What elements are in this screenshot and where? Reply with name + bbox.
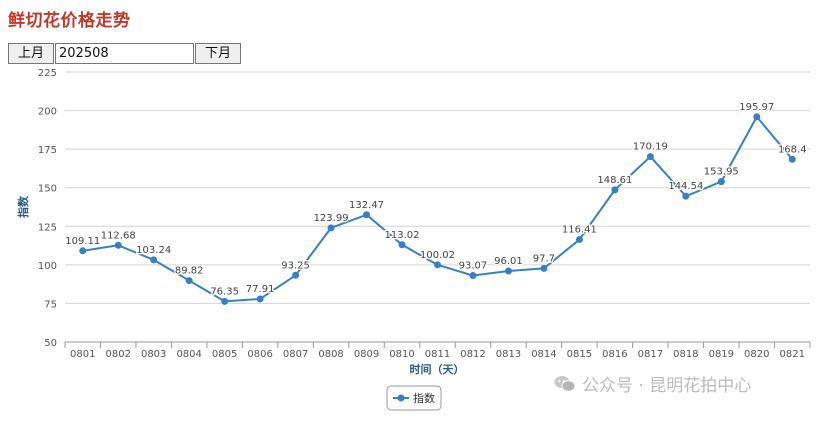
data-label: 116.41 bbox=[562, 225, 597, 236]
data-point[interactable] bbox=[717, 178, 725, 186]
data-point[interactable] bbox=[753, 113, 761, 121]
data-label: 113.02 bbox=[385, 230, 420, 241]
data-label: 100.02 bbox=[420, 250, 455, 261]
legend-marker bbox=[397, 394, 405, 402]
data-point[interactable] bbox=[292, 271, 300, 279]
data-label: 112.68 bbox=[101, 230, 136, 241]
legend-label: 指数 bbox=[413, 391, 435, 405]
grid-lines bbox=[65, 71, 810, 343]
y-tick-label: 200 bbox=[38, 107, 57, 118]
data-label: 168.4 bbox=[778, 144, 807, 155]
data-label: 148.61 bbox=[597, 175, 632, 186]
x-tick-label: 0819 bbox=[709, 349, 734, 360]
month-controls: 上月 下月 bbox=[8, 43, 242, 65]
series-group bbox=[79, 113, 796, 305]
x-tick-label: 0814 bbox=[531, 349, 556, 360]
y-tick-label: 125 bbox=[38, 222, 57, 233]
data-point[interactable] bbox=[575, 236, 583, 244]
x-tick-label: 0813 bbox=[496, 349, 521, 360]
data-label: 103.24 bbox=[136, 245, 171, 256]
data-label: 93.25 bbox=[281, 260, 310, 271]
x-tick-label: 0815 bbox=[567, 349, 592, 360]
data-point[interactable] bbox=[646, 153, 654, 161]
y-tick-label: 100 bbox=[38, 261, 57, 272]
y-tick-label: 150 bbox=[38, 184, 57, 195]
data-point[interactable] bbox=[185, 277, 193, 285]
data-label: 170.19 bbox=[633, 142, 668, 153]
x-tick-label: 0820 bbox=[744, 349, 769, 360]
next-month-button[interactable]: 下月 bbox=[195, 43, 242, 64]
data-label: 93.07 bbox=[459, 261, 488, 272]
y-tick-labels: 50 75 100 125 150 175 200 225 bbox=[38, 68, 57, 349]
x-tick-label: 0816 bbox=[602, 349, 627, 360]
data-point[interactable] bbox=[150, 256, 158, 264]
data-point[interactable] bbox=[363, 211, 371, 219]
data-point[interactable] bbox=[788, 155, 796, 163]
x-tick-label: 0817 bbox=[638, 349, 663, 360]
data-point[interactable] bbox=[221, 297, 229, 305]
x-tick-label: 0810 bbox=[389, 349, 414, 360]
legend[interactable]: 指数 bbox=[386, 385, 442, 411]
prev-month-button[interactable]: 上月 bbox=[8, 43, 55, 64]
data-point[interactable] bbox=[398, 241, 406, 249]
wechat-icon bbox=[554, 375, 576, 392]
x-tick-label: 0811 bbox=[425, 349, 450, 360]
data-label: 97.7 bbox=[533, 253, 555, 264]
y-tick-label: 175 bbox=[38, 145, 57, 156]
x-tick-label: 0809 bbox=[354, 349, 379, 360]
data-point[interactable] bbox=[540, 264, 548, 272]
x-tick-label: 0808 bbox=[318, 349, 343, 360]
data-label: 109.11 bbox=[65, 236, 100, 247]
x-tick-labels: 0801 0802 0803 0804 0805 0806 0807 0808 0809 0810… bbox=[64, 342, 811, 360]
watermark-text: 公众号 · 昆明花拍中心 bbox=[582, 376, 752, 396]
data-point[interactable] bbox=[114, 241, 122, 249]
x-tick-label: 0812 bbox=[460, 349, 485, 360]
x-tick-label: 0818 bbox=[673, 349, 698, 360]
data-point[interactable] bbox=[79, 247, 87, 255]
data-point[interactable] bbox=[504, 267, 512, 275]
x-tick-label: 0803 bbox=[141, 349, 166, 360]
data-point[interactable] bbox=[327, 224, 335, 232]
data-point[interactable] bbox=[611, 186, 619, 194]
y-tick-label: 50 bbox=[44, 338, 57, 349]
x-tick-label: 0821 bbox=[780, 349, 805, 360]
x-axis-label: 时间（天） bbox=[410, 362, 465, 376]
x-tick-label: 0802 bbox=[105, 349, 130, 360]
month-input[interactable] bbox=[55, 43, 195, 64]
data-label: 144.54 bbox=[668, 181, 703, 192]
data-point[interactable] bbox=[682, 192, 690, 200]
data-label: 89.82 bbox=[175, 266, 204, 277]
data-label: 123.99 bbox=[314, 213, 349, 224]
data-label: 132.47 bbox=[349, 200, 384, 211]
data-label: 96.01 bbox=[494, 256, 523, 267]
watermark: 公众号 · 昆明花拍中心 bbox=[554, 371, 751, 396]
data-label: 195.97 bbox=[739, 102, 774, 113]
page-title: 鲜切花价格走势 bbox=[8, 11, 131, 31]
x-tick-label: 0807 bbox=[283, 349, 308, 360]
data-point[interactable] bbox=[434, 261, 441, 269]
data-label: 77.91 bbox=[246, 284, 275, 295]
data-label: 76.35 bbox=[210, 286, 239, 297]
data-point[interactable] bbox=[256, 295, 264, 303]
data-point[interactable] bbox=[469, 272, 477, 280]
x-tick-label: 0806 bbox=[247, 349, 272, 360]
y-axis-label: 指数 bbox=[16, 195, 30, 218]
legend-box bbox=[386, 385, 442, 411]
data-label: 153.95 bbox=[704, 167, 739, 178]
y-tick-label: 225 bbox=[38, 68, 57, 79]
y-tick-label: 75 bbox=[44, 299, 57, 310]
x-tick-label: 0801 bbox=[70, 349, 95, 360]
x-tick-label: 0805 bbox=[212, 349, 237, 360]
x-tick-label: 0804 bbox=[176, 349, 201, 360]
